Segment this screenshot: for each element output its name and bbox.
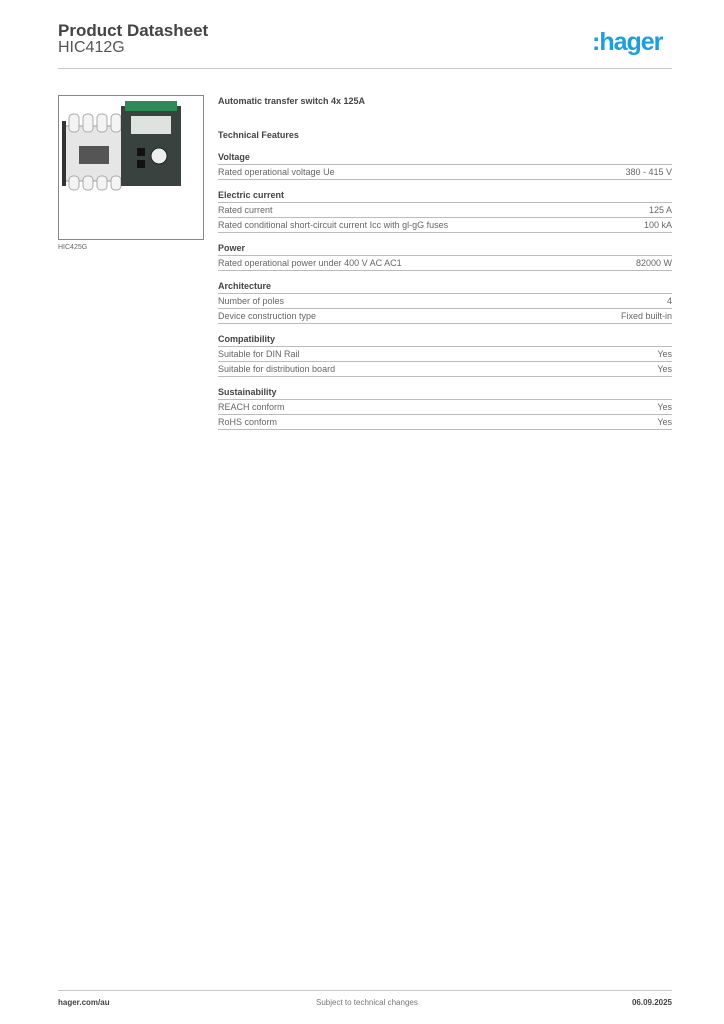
spec-label: Number of poles	[218, 296, 285, 306]
product-name: Automatic transfer switch 4x 125A	[218, 96, 366, 106]
spec-row: Rated conditional short-circuit current …	[218, 218, 672, 233]
section-title: Architecture	[218, 279, 672, 294]
spec-row: Number of poles 4	[218, 294, 672, 309]
section-title: Sustainability	[218, 385, 672, 400]
spec-section: Compatibility Suitable for DIN Rail Yes Sui…	[218, 332, 672, 377]
spec-row: Rated current 125 A	[218, 203, 672, 218]
spec-section: Electric current Rated current 125 A Rated …	[218, 188, 672, 233]
spec-value: 380 - 415 V	[625, 167, 672, 177]
transfer-switch-illustration	[62, 101, 181, 191]
spec-label: Rated current	[218, 205, 273, 215]
spec-value: 82000 W	[635, 258, 672, 268]
footer-notice: Subject to technical changes	[316, 998, 418, 1007]
product-code: HIC412G	[58, 39, 125, 56]
spec-value: Yes	[657, 417, 672, 427]
section-title: Voltage	[218, 150, 672, 165]
spec-value: Yes	[657, 364, 672, 374]
product-image	[58, 95, 204, 240]
spec-label: Suitable for distribution board	[218, 364, 336, 374]
spec-row: RoHS conform Yes	[218, 415, 672, 430]
footer-divider	[58, 990, 672, 991]
spec-row: Suitable for DIN Rail Yes	[218, 347, 672, 362]
spec-label: Rated conditional short-circuit current …	[218, 220, 449, 230]
section-title: Electric current	[218, 188, 672, 203]
spec-row: Rated operational voltage Ue 380 - 415 V	[218, 165, 672, 180]
spec-label: Suitable for DIN Rail	[218, 349, 300, 359]
spec-row: Rated operational power under 400 V AC A…	[218, 256, 672, 271]
section-title: Compatibility	[218, 332, 672, 347]
spec-value: 125 A	[648, 205, 672, 215]
hager-logo: :hager	[592, 28, 663, 56]
spec-value: 100 kA	[643, 220, 672, 230]
spec-row: REACH conform Yes	[218, 400, 672, 415]
spec-label: Rated operational voltage Ue	[218, 167, 335, 177]
footer-website: hager.com/au	[58, 998, 110, 1007]
section-title: Power	[218, 241, 672, 256]
spec-row: Device construction type Fixed built-in	[218, 309, 672, 324]
page-title: Product Datasheet	[58, 21, 209, 40]
spec-section: Sustainability REACH conform Yes RoHS confo…	[218, 385, 672, 430]
spec-value: Yes	[657, 349, 672, 359]
spec-label: Device construction type	[218, 311, 317, 321]
technical-features-heading: Technical Features	[218, 130, 299, 140]
spec-row: Suitable for distribution board Yes	[218, 362, 672, 377]
spec-value: Fixed built-in	[620, 311, 672, 321]
spec-value: Yes	[657, 402, 672, 412]
image-caption: HIC425G	[58, 244, 88, 251]
spec-label: Rated operational power under 400 V AC A…	[218, 258, 402, 268]
spec-section: Voltage Rated operational voltage Ue 380 -…	[218, 150, 672, 180]
specifications: Automatic transfer switch 4x 125A Techni…	[218, 96, 672, 438]
spec-section: Architecture Number of poles 4 Device const…	[218, 279, 672, 324]
spec-label: REACH conform	[218, 402, 285, 412]
spec-value: 4	[666, 296, 672, 306]
header-divider	[58, 68, 672, 69]
footer-date: 06.09.2025	[631, 998, 672, 1007]
spec-section: Power Rated operational power under 400 V…	[218, 241, 672, 271]
spec-label: RoHS conform	[218, 417, 278, 427]
